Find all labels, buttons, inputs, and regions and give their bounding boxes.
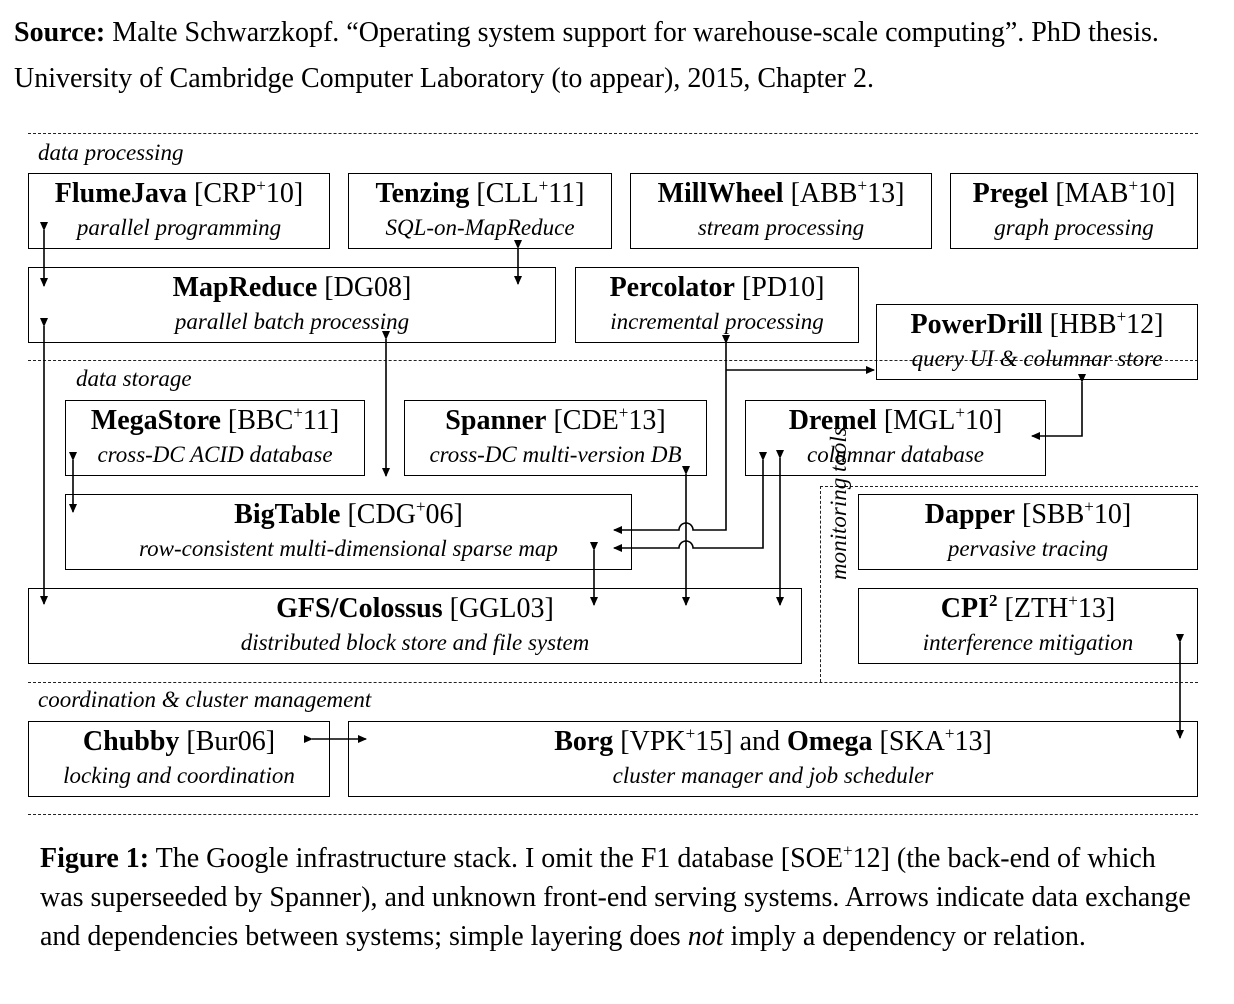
system-description: pervasive tracing (947, 536, 1109, 561)
box-gfs-colossus: GFS/Colossus [GGL03] distributed block s… (28, 588, 802, 664)
box-borg-omega: Borg [VPK+15] and Omega [SKA+13] cluster… (348, 721, 1198, 797)
system-name: BigTable (234, 499, 341, 530)
system-name: Chubby (82, 726, 180, 757)
system-description: columnar database (807, 442, 984, 467)
box-dapper: Dapper [SBB+10] pervasive tracing (858, 494, 1198, 570)
system-name: MillWheel (657, 178, 784, 209)
system-name: Pregel (972, 178, 1049, 209)
caption-emphasis: not (687, 921, 724, 952)
system-name: PowerDrill (910, 309, 1043, 340)
arrow-percolator-bigtable (613, 335, 730, 534)
separator-coordination (28, 682, 1198, 683)
source-label: Source: (14, 17, 106, 48)
system-description: parallel batch processing (174, 309, 410, 334)
box-cpi2: CPI2 [ZTH+13] interference mitigation (858, 588, 1198, 664)
separator-monitoring-top (820, 486, 1198, 487)
system-name: MegaStore (90, 405, 221, 436)
box-flumejava: FlumeJava [CRP+10] parallel programming (28, 173, 330, 249)
system-description: row-consistent multi-dimensional sparse … (139, 536, 558, 561)
system-description: locking and coordination (63, 763, 295, 788)
arrow-powerdrill-dremel (1031, 374, 1086, 440)
system-name: Percolator (609, 272, 735, 303)
separator-monitoring-left (820, 486, 821, 682)
system-name: FlumeJava (54, 178, 188, 209)
box-millwheel: MillWheel [ABB+13] stream processing (630, 173, 932, 249)
system-description: parallel programming (76, 215, 282, 240)
system-description: cluster manager and job scheduler (612, 763, 934, 788)
system-name: Dapper (924, 499, 1016, 530)
system-name: Borg (554, 726, 614, 757)
system-description: distributed block store and file system (240, 630, 590, 655)
system-description: interference mitigation (922, 630, 1134, 655)
caption-label: Figure 1: (40, 843, 150, 874)
figure-caption: Figure 1: The Google infrastructure stac… (40, 841, 1191, 952)
system-description: incremental processing (610, 309, 824, 334)
box-bigtable: BigTable [CDG+06] row-consistent multi-d… (65, 494, 632, 570)
system-name: Spanner (445, 405, 547, 436)
system-name: Tenzing (375, 178, 470, 209)
system-description: query UI & columnar store (911, 346, 1163, 371)
layer-label-coordination: coordination & cluster management (38, 687, 372, 712)
box-powerdrill: PowerDrill [HBB+12] query UI & columnar … (876, 304, 1198, 380)
system-name-2: Omega (787, 726, 873, 757)
system-name: MapReduce (172, 272, 318, 303)
system-description: stream processing (697, 215, 865, 240)
box-chubby: Chubby [Bur06] locking and coordination (28, 721, 330, 797)
box-mapreduce: MapReduce [DG08] parallel batch processi… (28, 267, 556, 343)
source-citation: Source: Malte Schwarzkopf. “Operating sy… (14, 10, 1224, 102)
separator-bottom (28, 814, 1198, 815)
source-text: Malte Schwarzkopf. “Operating system sup… (14, 17, 1159, 94)
box-percolator: Percolator [PD10] incremental processing (575, 267, 859, 343)
layer-label-data-storage: data storage (76, 366, 192, 391)
system-name: GFS/Colossus (276, 593, 443, 624)
system-name: CPI2 (940, 591, 998, 624)
system-description: graph processing (994, 215, 1154, 240)
system-name: Dremel (788, 405, 877, 436)
box-dremel: Dremel [MGL+10] columnar database (745, 400, 1046, 476)
box-pregel: Pregel [MAB+10] graph processing (950, 173, 1198, 249)
separator-top (28, 133, 1198, 134)
box-tenzing: Tenzing [CLL+11] SQL-on-MapReduce (348, 173, 612, 249)
box-megastore: MegaStore [BBC+11] cross-DC ACID databas… (65, 400, 365, 476)
system-description: SQL-on-MapReduce (385, 215, 575, 240)
system-description: cross-DC ACID database (97, 442, 333, 467)
layer-label-data-processing: data processing (38, 140, 184, 165)
arrow-dremel-bigtable (613, 452, 767, 552)
